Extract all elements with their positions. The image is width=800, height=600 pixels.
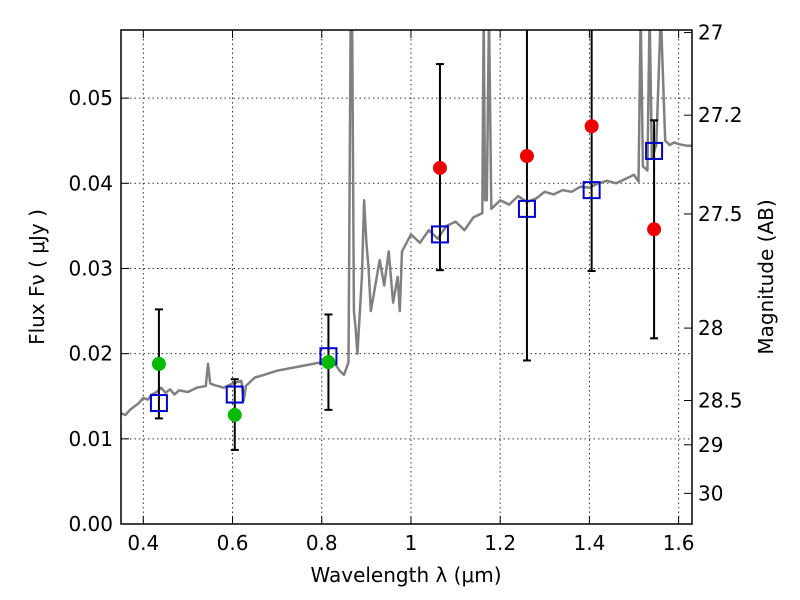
grid-layer [121,30,692,525]
x-tick-label: 1.4 [573,531,605,555]
red-data-point [519,149,534,164]
red-data-point [432,160,447,175]
y-tick-label: 0.02 [68,342,113,366]
plot-frame [120,29,693,525]
y2-axis-label: Magnitude (AB) [754,199,778,354]
y-tick-label: 0.03 [68,256,113,280]
y2-tick-label: 27 [698,21,723,45]
y-tick-label: 0.01 [68,427,113,451]
x-tick-label: 0.8 [306,531,338,555]
y2-tick-label: 28.5 [698,389,743,413]
y2-tick-label: 29 [698,433,723,457]
red-data-point [647,222,662,237]
y-tick-label: 0.05 [68,86,113,110]
y-tick-label: 0.00 [68,512,113,536]
x-tick-label: 0.4 [127,531,159,555]
y2-tick-label: 30 [698,481,723,505]
x-tick-label: 1.6 [663,531,695,555]
y2-tick-label: 27.2 [698,103,743,127]
green-data-point [321,355,336,370]
y-tick-label: 0.04 [68,171,113,195]
y-axis-label: Flux Fν ( μJy ) [25,209,49,345]
model-bandpass-square [430,225,449,244]
axes-layer: 0.4 0.6 0.8 1 1.2 1.4 1.6 0.00 0.01 0.02 0.03 0.04 0… [68,21,742,555]
model-bandpass-square [225,385,244,404]
plot-area [121,30,692,451]
model-bandpass-square [645,141,664,160]
model-bandpass-square [517,199,536,218]
x-tick-label: 1.2 [484,531,516,555]
model-bandpass-square [582,181,601,200]
x-tick-label: 0.6 [217,531,249,555]
y2-tick-label: 28 [698,316,723,340]
x-tick-label: 1 [405,531,418,555]
green-data-point [151,356,166,371]
x-axis-label: Wavelength λ (μm) [310,563,501,587]
y2-tick-label: 27.5 [698,202,743,226]
model-spectrum-line [121,30,692,417]
model-bandpass-square [149,394,168,413]
green-data-point [227,407,242,422]
red-data-point [584,119,599,134]
